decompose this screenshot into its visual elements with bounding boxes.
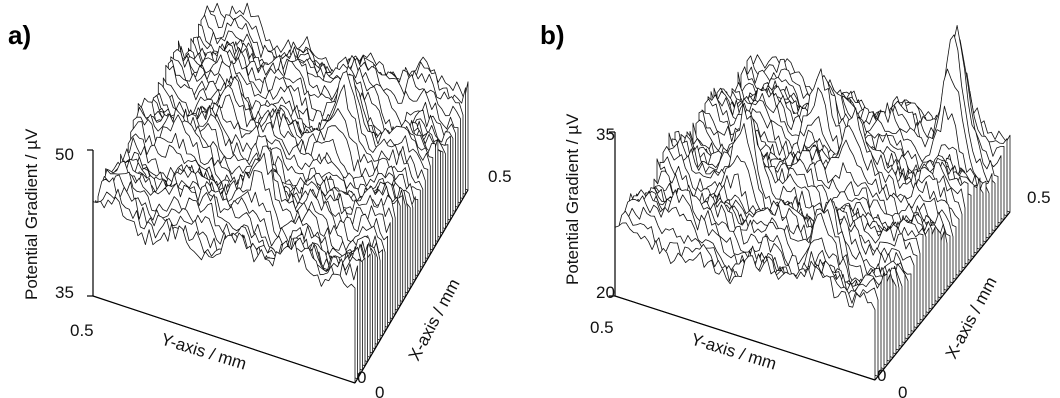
y-tick-left: 0.5	[590, 318, 614, 337]
z-tick-top: 50	[55, 145, 74, 164]
z-tick-bottom: 20	[596, 283, 615, 302]
x-tick-left: 0	[375, 383, 384, 398]
z-axis-title: Potential Gradient / µV	[563, 113, 582, 285]
surface-b	[614, 24, 1011, 381]
x-axis-title: X-axis / mm	[942, 274, 1001, 362]
x-axis-line	[354, 189, 469, 384]
surface-plot-b: b) 35 20 Potential Gradient / µV 0.5 0 Y…	[540, 20, 1051, 398]
panel-label: b)	[540, 20, 565, 50]
chart-panel-b: b) 35 20 Potential Gradient / µV 0.5 0 Y…	[530, 0, 1060, 398]
axes-a	[87, 149, 469, 384]
x-tick-left: 0	[898, 383, 907, 398]
chart-panel-a: a) 50 35 Potential Gradient / µV 0.5 0 Y…	[8, 2, 512, 398]
y-tick-left: 0.5	[70, 321, 94, 340]
z-axis-title: Potential Gradient / µV	[22, 128, 41, 300]
y-axis-line	[92, 295, 356, 384]
z-tick-top: 35	[596, 125, 615, 144]
x-tick-right: 0.5	[488, 167, 512, 186]
axes-b	[609, 131, 1011, 381]
x-tick-right: 0.5	[1027, 188, 1051, 207]
surface-plot-a: a) 50 35 Potential Gradient / µV 0.5 0 Y…	[8, 2, 512, 398]
surface-profile-line	[614, 222, 876, 381]
surface-profile-line	[92, 196, 356, 384]
x-axis-line	[874, 211, 1011, 381]
y-tick-right: 0	[877, 366, 886, 385]
surface-a	[92, 2, 469, 384]
y-tick-right: 0	[357, 368, 366, 387]
z-tick-bottom: 35	[55, 283, 74, 302]
y-axis-line	[614, 295, 876, 381]
panel-label: a)	[8, 20, 31, 50]
x-axis-title: X-axis / mm	[405, 276, 464, 364]
